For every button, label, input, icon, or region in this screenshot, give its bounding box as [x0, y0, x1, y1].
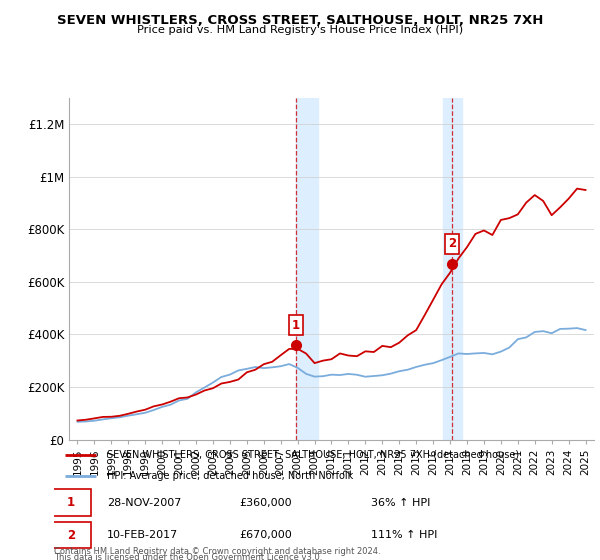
- FancyBboxPatch shape: [52, 489, 91, 516]
- Text: £670,000: £670,000: [239, 530, 292, 540]
- FancyBboxPatch shape: [52, 522, 91, 548]
- Text: 1: 1: [67, 496, 75, 509]
- Text: HPI: Average price, detached house, North Norfolk: HPI: Average price, detached house, Nort…: [107, 470, 353, 480]
- Text: SEVEN WHISTLERS, CROSS STREET, SALTHOUSE, HOLT, NR25 7XH: SEVEN WHISTLERS, CROSS STREET, SALTHOUSE…: [57, 14, 543, 27]
- Text: SEVEN WHISTLERS, CROSS STREET, SALTHOUSE, HOLT, NR25 7XH (detached house): SEVEN WHISTLERS, CROSS STREET, SALTHOUSE…: [107, 450, 519, 460]
- Text: 2: 2: [448, 237, 456, 250]
- Text: 2: 2: [67, 529, 75, 542]
- Text: £360,000: £360,000: [239, 498, 292, 507]
- Text: 10-FEB-2017: 10-FEB-2017: [107, 530, 178, 540]
- Text: 28-NOV-2007: 28-NOV-2007: [107, 498, 181, 507]
- Text: Contains HM Land Registry data © Crown copyright and database right 2024.: Contains HM Land Registry data © Crown c…: [54, 547, 380, 556]
- Bar: [296, 98, 318, 440]
- Text: 36% ↑ HPI: 36% ↑ HPI: [371, 498, 430, 507]
- Text: This data is licensed under the Open Government Licence v3.0.: This data is licensed under the Open Gov…: [54, 553, 322, 560]
- Text: 111% ↑ HPI: 111% ↑ HPI: [371, 530, 437, 540]
- Bar: [443, 98, 462, 440]
- Text: Price paid vs. HM Land Registry's House Price Index (HPI): Price paid vs. HM Land Registry's House …: [137, 25, 463, 35]
- Text: 1: 1: [292, 319, 300, 332]
